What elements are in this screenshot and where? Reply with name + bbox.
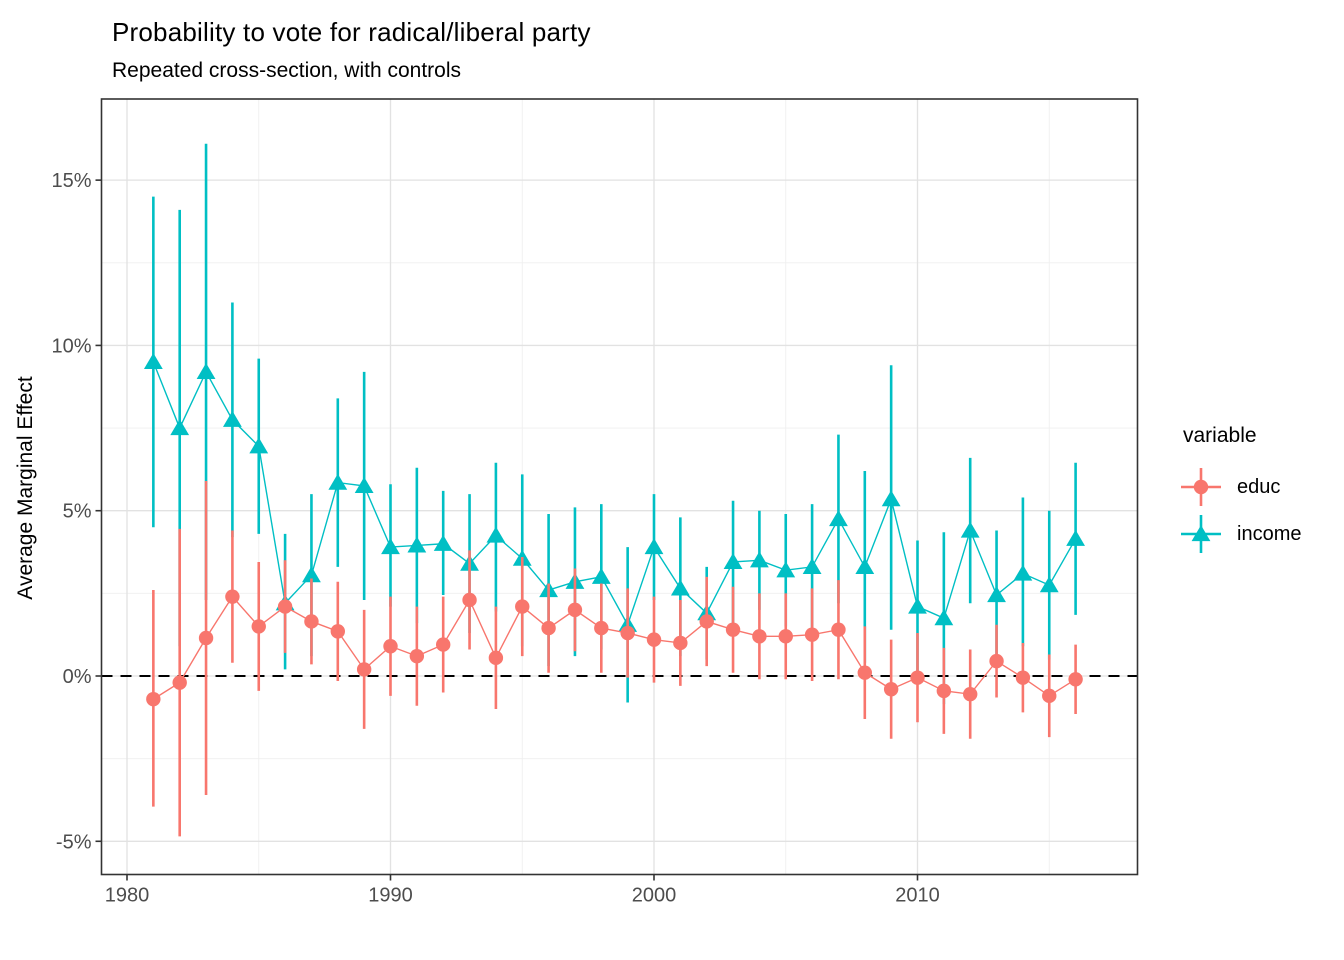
data-point-educ — [515, 599, 530, 614]
legend-item-educ: educ — [1178, 464, 1280, 510]
legend: variable educ income — [1178, 420, 1344, 600]
data-point-income — [223, 410, 242, 427]
data-point-educ — [989, 653, 1004, 669]
data-point-income — [934, 609, 954, 626]
data-point-income — [1039, 576, 1059, 593]
data-point-educ — [1015, 670, 1031, 685]
data-point-educ — [172, 675, 187, 690]
x-tick-label: 1980 — [105, 885, 150, 907]
legend-item-income: income — [1178, 511, 1301, 557]
chart-title: Probability to vote for radical/liberal … — [112, 17, 591, 47]
y-tick-label: 0% — [63, 666, 92, 688]
data-point-income — [723, 553, 743, 570]
data-point-income — [328, 473, 348, 490]
data-point-income — [987, 586, 1006, 603]
data-point-income — [802, 558, 822, 575]
data-point-educ — [673, 635, 688, 651]
data-point-educ — [146, 691, 161, 707]
data-point-educ — [225, 589, 240, 604]
income-pointrange-icon — [1181, 515, 1221, 553]
data-point-income — [591, 567, 611, 584]
data-point-income — [829, 510, 848, 527]
data-point-income — [855, 558, 875, 575]
y-tick-label: 10% — [51, 335, 91, 357]
data-point-income — [1066, 529, 1085, 546]
data-point-income — [486, 526, 506, 543]
data-point-income — [644, 538, 664, 555]
data-point-educ — [356, 662, 372, 677]
data-point-income — [143, 353, 163, 370]
data-point-income — [776, 561, 796, 578]
data-point-educ — [620, 625, 635, 641]
y-tick-label: -5% — [56, 831, 92, 853]
data-point-educ — [198, 630, 214, 646]
data-point-educ — [567, 602, 583, 618]
data-point-educ — [594, 620, 609, 636]
data-point-income — [960, 521, 980, 538]
data-point-educ — [277, 599, 293, 614]
x-tick-label: 1990 — [368, 885, 413, 907]
data-point-educ — [910, 670, 925, 685]
data-point-educ — [936, 683, 952, 699]
data-point-educ — [963, 686, 978, 702]
data-point-educ — [251, 619, 266, 634]
x-tick-label: 2010 — [895, 885, 940, 907]
data-point-income — [354, 477, 374, 494]
data-point-educ — [699, 614, 714, 629]
data-point-income — [433, 534, 453, 551]
data-point-educ — [725, 622, 741, 637]
data-point-educ — [330, 624, 345, 639]
educ-pointrange-icon — [1181, 468, 1221, 506]
chart-subtitle: Repeated cross-section, with controls — [112, 59, 461, 82]
data-point-educ — [383, 639, 398, 654]
series-line-educ — [152, 595, 1076, 700]
data-point-income — [908, 597, 927, 614]
data-point-educ — [831, 622, 846, 637]
legend-triangle-marker — [1191, 525, 1211, 542]
series-line-income — [152, 361, 1077, 627]
data-point-educ — [857, 665, 872, 680]
data-point-income — [670, 579, 690, 596]
data-point-income — [170, 419, 190, 436]
panel-border — [100, 98, 1139, 876]
data-point-educ — [409, 648, 425, 664]
data-point-educ — [778, 629, 793, 644]
data-point-income — [881, 490, 901, 507]
y-tick-label: 5% — [63, 501, 92, 523]
data-point-income — [302, 566, 321, 583]
data-point-educ — [752, 629, 767, 644]
data-point-educ — [804, 627, 820, 642]
data-point-educ — [462, 592, 477, 608]
data-point-income — [1013, 564, 1033, 581]
legend-label-income: income — [1237, 522, 1302, 545]
data-point-income — [750, 551, 769, 568]
data-point-income — [381, 538, 400, 555]
data-point-educ — [488, 650, 504, 666]
legend-title: variable — [1183, 424, 1257, 447]
data-point-educ — [1042, 688, 1057, 704]
data-point-educ — [1068, 672, 1083, 687]
data-point-income — [249, 437, 269, 454]
y-tick-label: 15% — [51, 170, 91, 192]
data-point-income — [407, 536, 427, 553]
data-point-educ — [883, 682, 899, 697]
data-point-educ — [646, 632, 662, 647]
legend-circle-marker — [1193, 479, 1209, 495]
data-point-educ — [541, 620, 556, 636]
x-tick-label: 2000 — [632, 885, 677, 907]
data-point-educ — [436, 637, 451, 652]
data-point-income — [196, 362, 216, 379]
data-point-educ — [304, 614, 319, 629]
legend-label-educ: educ — [1237, 475, 1281, 498]
